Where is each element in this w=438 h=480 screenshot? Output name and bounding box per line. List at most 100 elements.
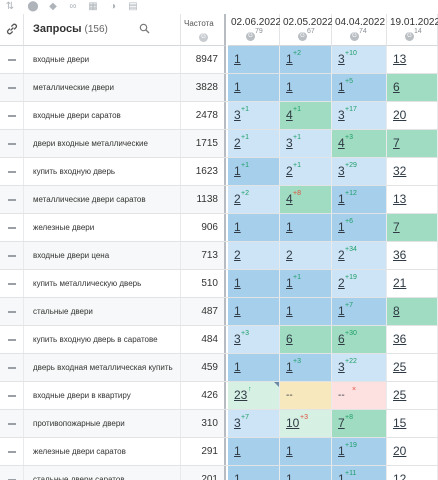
position-cell[interactable]: 4 +8 (280, 186, 332, 213)
position-value[interactable]: 1 (286, 220, 293, 234)
query-column-header[interactable]: Запросы (156) (24, 14, 181, 46)
query-text[interactable]: входные двери (33, 55, 90, 64)
dash-icon[interactable] (8, 227, 16, 229)
dash-icon[interactable] (8, 451, 16, 453)
position-cell[interactable]: 1 (228, 270, 280, 297)
position-value[interactable]: 1 (338, 444, 345, 458)
position-value[interactable]: 1 (234, 276, 241, 290)
link-icon[interactable] (6, 23, 18, 35)
position-cell[interactable]: 1 +12 (332, 186, 387, 213)
position-cell[interactable]: 15 (387, 410, 438, 437)
position-value[interactable]: 1 (338, 80, 345, 94)
position-value[interactable]: 36 (393, 332, 407, 346)
query-text[interactable]: железные двери саратов (33, 447, 126, 456)
position-value[interactable]: 7 (338, 416, 345, 430)
position-cell[interactable]: 1 (280, 214, 332, 241)
query-text[interactable]: купить входную дверь (33, 167, 116, 176)
position-value[interactable]: 1 (286, 444, 293, 458)
position-cell[interactable]: 1 (228, 466, 280, 480)
position-value[interactable]: 25 (393, 360, 407, 374)
position-cell[interactable]: 1 (280, 74, 332, 101)
position-value[interactable]: 1 (286, 304, 293, 318)
position-cell[interactable]: 6 +30 (332, 326, 387, 353)
position-value[interactable]: 1 (234, 472, 241, 480)
date-column-header[interactable]: 04.04.2022 G 74 (332, 14, 387, 46)
position-cell[interactable]: 20 (387, 102, 438, 129)
position-cell[interactable]: 8 (387, 298, 438, 325)
position-cell[interactable]: 1 +3 (280, 354, 332, 381)
position-cell[interactable]: 3 +3 (228, 326, 280, 353)
position-value[interactable]: 2 (286, 164, 293, 178)
position-cell[interactable]: 32 (387, 158, 438, 185)
dash-icon[interactable] (8, 283, 16, 285)
position-value[interactable]: 3 (338, 108, 345, 122)
position-cell[interactable]: 2 (228, 242, 280, 269)
position-value[interactable]: 4 (286, 192, 293, 206)
position-cell[interactable]: 2 +19 (332, 270, 387, 297)
position-value[interactable]: 4 (286, 108, 293, 122)
position-value[interactable]: 1 (234, 304, 241, 318)
position-value[interactable]: 7 (393, 136, 400, 150)
position-value[interactable]: 15 (393, 416, 407, 430)
position-value[interactable]: 2 (234, 136, 241, 150)
sort-icon[interactable]: ⇅ (5, 1, 15, 12)
position-cell[interactable]: 7 +8 (332, 410, 387, 437)
position-value[interactable]: 1 (234, 220, 241, 234)
position-value[interactable]: 3 (234, 416, 241, 430)
position-value[interactable]: 10 (286, 416, 300, 430)
dash-icon[interactable] (8, 143, 16, 145)
dash-icon[interactable] (8, 395, 16, 397)
position-cell[interactable]: 13 (387, 186, 438, 213)
date-column-header[interactable]: 19.01.2022 G 14 (387, 14, 438, 46)
link-icon[interactable]: ∞ (69, 1, 77, 12)
query-text[interactable]: входные двери саратов (33, 111, 121, 120)
position-cell[interactable]: 2 +2 (228, 186, 280, 213)
position-value[interactable]: 1 (338, 220, 345, 234)
position-cell[interactable]: 1 +5 (332, 74, 387, 101)
position-cell[interactable]: 25 (387, 382, 438, 409)
position-value[interactable]: 1 (338, 304, 345, 318)
position-value[interactable]: -- (338, 390, 345, 401)
position-value[interactable]: 2 (234, 248, 241, 262)
position-cell[interactable]: 36 (387, 242, 438, 269)
position-value[interactable]: 13 (393, 192, 407, 206)
position-value[interactable]: 6 (393, 80, 400, 94)
position-value[interactable]: 20 (393, 108, 407, 122)
table-icon[interactable]: ▦ (88, 1, 98, 12)
position-value[interactable]: 3 (286, 136, 293, 150)
query-text[interactable]: купить входную дверь в саратове (33, 335, 158, 344)
position-value[interactable]: 8 (393, 304, 400, 318)
dash-icon[interactable] (8, 59, 16, 61)
position-value[interactable]: 1 (234, 80, 241, 94)
date-column-header[interactable]: 02.06.2022 G 79 (228, 14, 281, 46)
cube-icon[interactable]: ◆ (49, 1, 57, 12)
position-value[interactable]: 1 (286, 276, 293, 290)
chart-icon[interactable]: ◑ (109, 1, 117, 12)
position-value[interactable]: 1 (286, 52, 293, 66)
position-cell[interactable]: 1 +1 (228, 158, 280, 185)
position-cell[interactable]: 1 +1 (280, 270, 332, 297)
position-value[interactable]: 1 (234, 360, 241, 374)
position-value[interactable]: 1 (234, 444, 241, 458)
query-text[interactable]: стальные двери (33, 307, 93, 316)
position-cell[interactable]: -- × (332, 382, 387, 409)
position-value[interactable]: 36 (393, 248, 407, 262)
position-cell[interactable]: 6 (387, 74, 438, 101)
position-cell[interactable]: 12 (387, 466, 438, 480)
position-value[interactable]: 1 (234, 164, 241, 178)
position-value[interactable]: 4 (338, 136, 345, 150)
dash-icon[interactable] (8, 199, 16, 201)
position-cell[interactable]: 1 (228, 354, 280, 381)
position-value[interactable]: 1 (234, 52, 241, 66)
position-value[interactable]: 2 (338, 248, 345, 262)
position-cell[interactable]: 3 +10 (332, 46, 387, 73)
position-cell[interactable]: 10 +3 (280, 410, 332, 437)
position-value[interactable]: 3 (338, 360, 345, 374)
position-value[interactable]: 20 (393, 444, 407, 458)
position-value[interactable]: 2 (286, 248, 293, 262)
position-cell[interactable]: 4 +3 (332, 130, 387, 157)
position-cell[interactable]: 20 (387, 438, 438, 465)
query-text[interactable]: входные двери цена (33, 251, 110, 260)
position-cell[interactable]: 1 +11 (332, 466, 387, 480)
position-cell[interactable]: 2 +34 (332, 242, 387, 269)
